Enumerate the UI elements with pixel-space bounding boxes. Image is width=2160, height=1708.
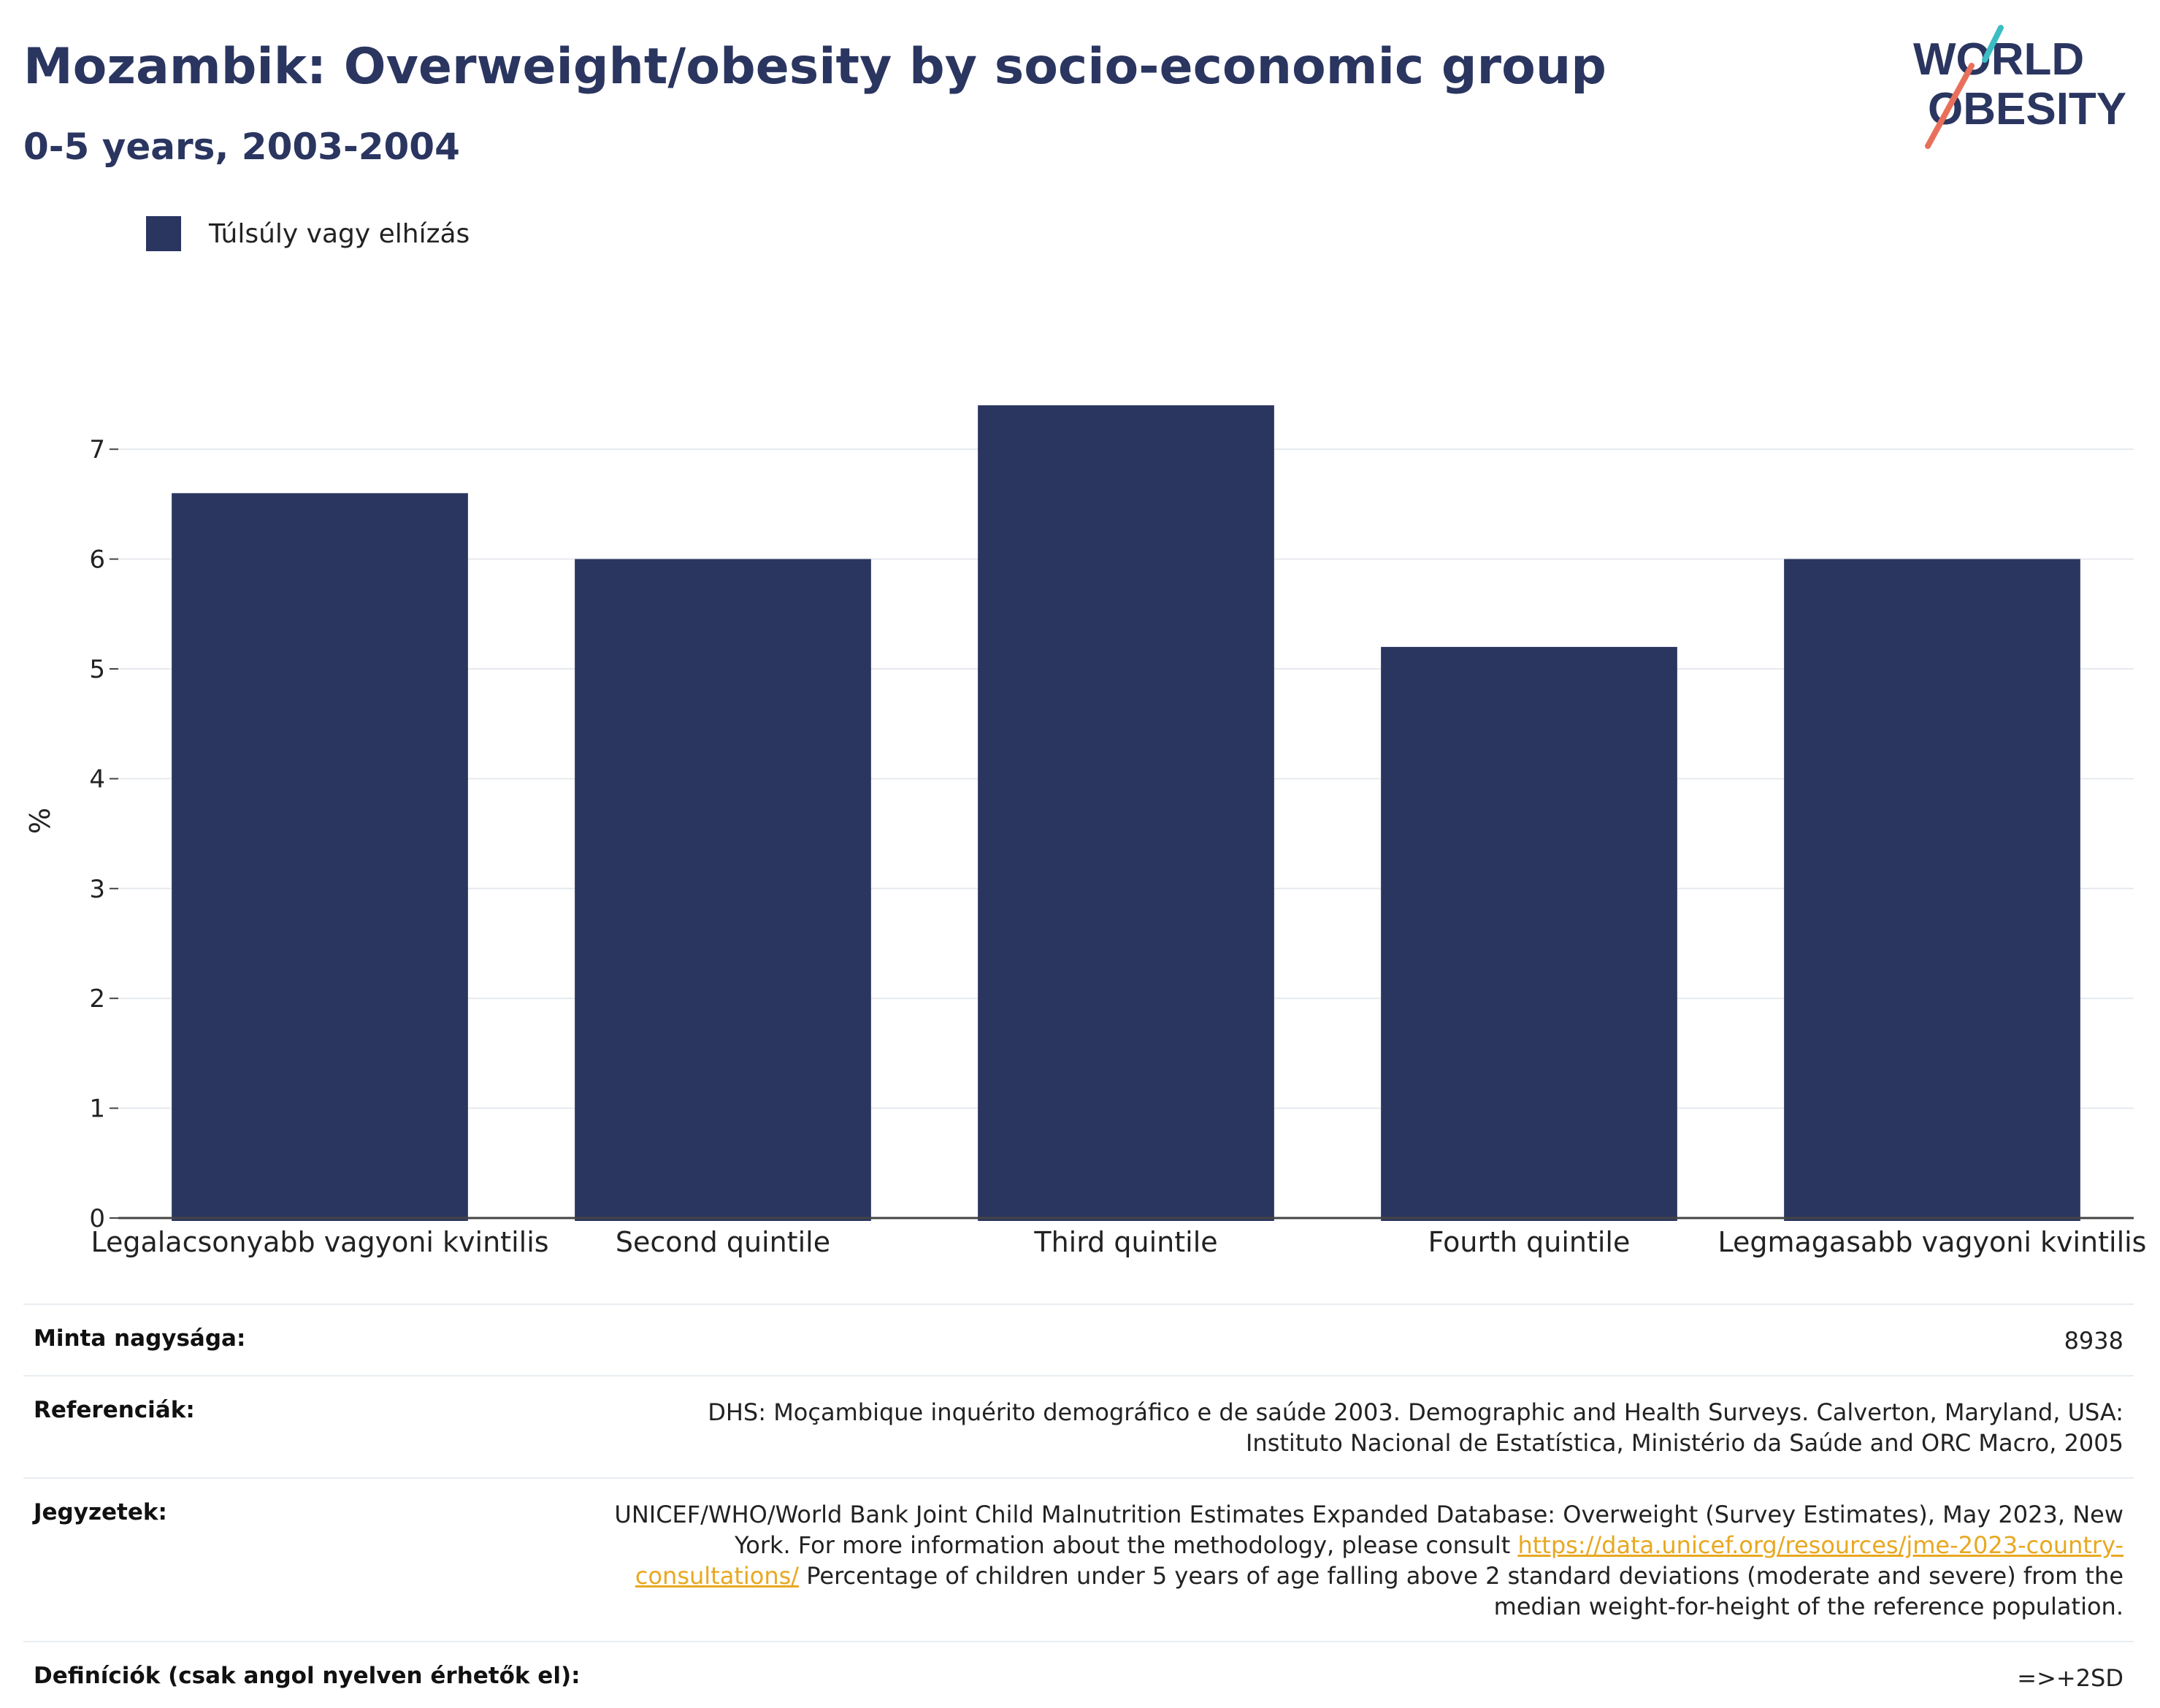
x-tick-label: Second quintile bbox=[616, 1226, 830, 1258]
row-references: Referenciák: DHS: Moçambique inquérito d… bbox=[23, 1375, 2134, 1477]
legend-label: Túlsúly vagy elhízás bbox=[209, 218, 470, 249]
y-tick-label: 6 bbox=[89, 545, 105, 575]
notes-link[interactable]: https://data.unicef.org/resources/jme-20… bbox=[635, 1531, 2123, 1590]
y-tick-label: 1 bbox=[89, 1095, 105, 1124]
logo-slash-teal bbox=[1982, 25, 2004, 63]
logo-slash-coral bbox=[1925, 63, 1975, 149]
chart-title: Mozambik: Overweight/obesity by socio-ec… bbox=[23, 38, 1606, 96]
legend: Túlsúly vagy elhízás bbox=[146, 216, 470, 251]
bar bbox=[172, 493, 468, 1221]
row-sample-size: Minta nagysága: 8938 bbox=[23, 1303, 2134, 1375]
bar bbox=[1381, 646, 1677, 1221]
definitions-value: =>+2SD bbox=[2017, 1664, 2123, 1692]
x-tick-label: Legalacsonyabb vagyoni kvintilis bbox=[91, 1226, 548, 1258]
bar-chart: 0 1 2 3 4 5 6 7% Legalacsonyabb vagyoni kvintili… bbox=[24, 405, 2147, 1258]
row-notes: Jegyzetek: UNICEF/WHO/World Bank Joint C… bbox=[23, 1477, 2134, 1641]
chart-subtitle: 0-5 years, 2003-2004 bbox=[23, 126, 460, 168]
definitions-label: Definíciók (csak angol nyelven érhetők e… bbox=[34, 1663, 581, 1689]
x-tick-label: Third quintile bbox=[1033, 1226, 1217, 1258]
sample-size-label: Minta nagysága: bbox=[34, 1325, 246, 1352]
logo-line2: OBESITY bbox=[1928, 84, 2126, 134]
y-tick-label: 3 bbox=[89, 875, 105, 904]
notes-text-post: Percentage of children under 5 years of … bbox=[799, 1562, 2123, 1620]
bar bbox=[978, 405, 1274, 1221]
info-table: Minta nagysága: 8938 Referenciák: DHS: M… bbox=[23, 1303, 2134, 1708]
y-tick-label: 2 bbox=[89, 984, 105, 1014]
y-tick-label: 0 bbox=[89, 1204, 105, 1233]
sample-size-value: 8938 bbox=[2064, 1327, 2123, 1355]
notes-value: UNICEF/WHO/World Bank Joint Child Malnut… bbox=[605, 1499, 2123, 1622]
bar bbox=[1784, 559, 2080, 1221]
legend-swatch bbox=[146, 216, 181, 251]
notes-text-pre: UNICEF/WHO/World Bank Joint Child Malnut… bbox=[614, 1501, 2123, 1559]
x-tick-label: Legmagasabb vagyoni kvintilis bbox=[1718, 1226, 2147, 1258]
logo-line1: WORLD bbox=[1913, 34, 2084, 85]
y-tick-label: 4 bbox=[89, 765, 105, 794]
references-label: Referenciák: bbox=[34, 1397, 195, 1423]
bar bbox=[575, 559, 871, 1221]
notes-label: Jegyzetek: bbox=[34, 1499, 167, 1525]
y-tick-label: 5 bbox=[89, 655, 105, 684]
x-tick-label: Fourth quintile bbox=[1428, 1226, 1631, 1258]
world-obesity-logo: WORLD OBESITY bbox=[1913, 25, 2126, 149]
references-value: DHS: Moçambique inquérito demográfico e … bbox=[708, 1398, 2123, 1457]
row-definitions: Definíciók (csak angol nyelven érhetők e… bbox=[23, 1641, 2134, 1708]
y-tick-label: 7 bbox=[89, 435, 105, 464]
y-axis-label: % bbox=[24, 808, 56, 834]
